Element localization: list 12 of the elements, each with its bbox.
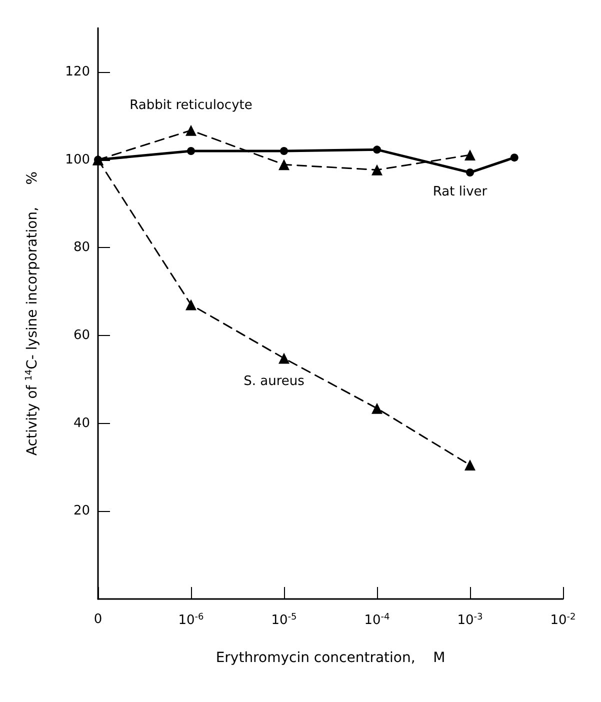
y-axis-title: Activity of 14C- lysine incorporation, %: [24, 171, 40, 456]
y-tick-label: 120: [65, 64, 90, 80]
series-label: Rabbit reticulocyte: [130, 98, 252, 113]
series-label: Rat liver: [432, 184, 488, 200]
y-tick-label: 80: [73, 240, 90, 256]
series-label: S. aureus: [244, 374, 305, 389]
y-tick-label: 40: [73, 416, 90, 431]
y-tick-label: 100: [65, 152, 90, 168]
x-axis-title: Erythromycin concentration, M: [216, 650, 446, 666]
y-tick-label: 60: [73, 328, 90, 343]
x-tick-label: 0: [94, 612, 102, 627]
y-tick-label: 20: [73, 504, 90, 519]
